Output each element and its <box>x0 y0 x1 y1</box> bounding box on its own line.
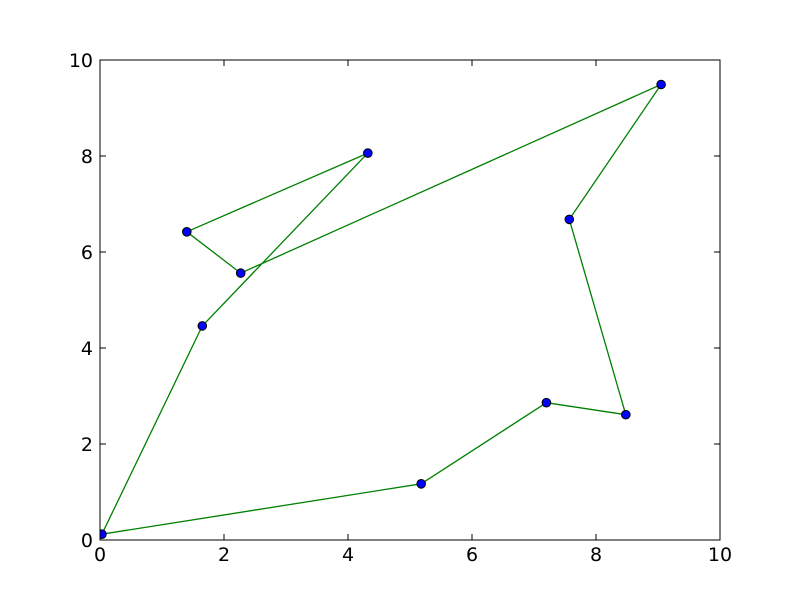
y-tick-label: 6 <box>81 242 93 264</box>
series-connected-points-tour <box>100 79 666 539</box>
x-tick-label: 10 <box>708 544 732 566</box>
x-tick-label: 6 <box>466 544 478 566</box>
data-point <box>235 268 246 278</box>
y-tick-label: 8 <box>81 146 93 168</box>
x-tick-label: 0 <box>94 544 106 566</box>
data-point <box>621 409 631 420</box>
y-tick-label: 4 <box>81 338 93 360</box>
data-point <box>416 479 427 489</box>
x-tick-label: 8 <box>590 544 602 566</box>
y-tick-label: 0 <box>81 530 93 552</box>
data-point <box>656 79 666 90</box>
data-point <box>541 397 552 408</box>
tour-line <box>101 83 662 535</box>
data-point <box>100 529 107 539</box>
data-point <box>363 148 373 158</box>
data-point <box>564 214 575 225</box>
x-tick-label: 4 <box>342 544 354 566</box>
y-tick-label: 2 <box>81 434 93 456</box>
x-tick-label: 2 <box>218 544 230 566</box>
plot-frame <box>99 59 721 541</box>
y-tick-label: 10 <box>69 50 93 72</box>
data-point <box>197 321 208 331</box>
data-point <box>182 227 192 237</box>
